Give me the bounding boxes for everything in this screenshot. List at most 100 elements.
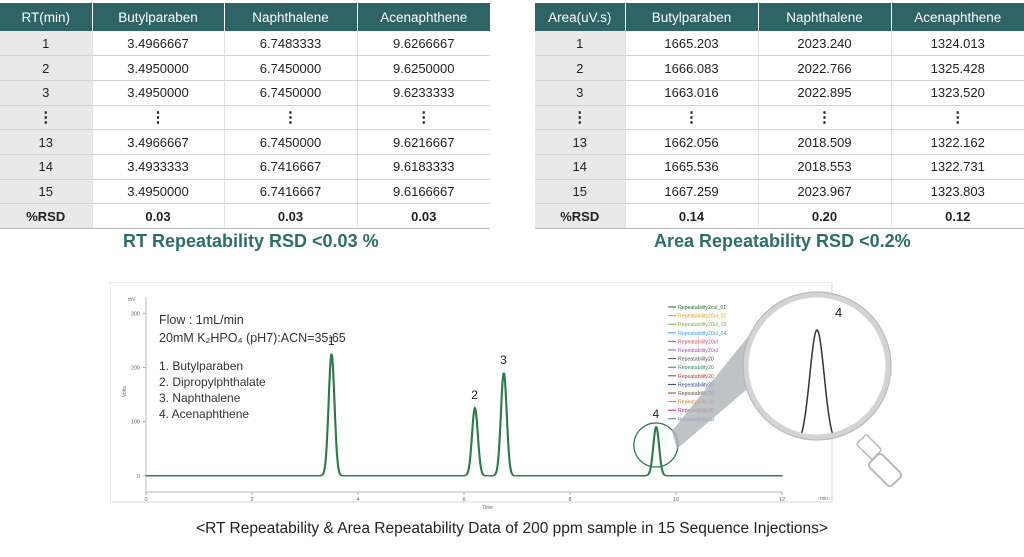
area-cell: ⋮ [625,105,759,131]
conditions-text: Flow : 1mL/min 20mM K₂HPO₄ (pH7):ACN=35:… [159,313,346,345]
x-tick-label: 12 [779,497,785,503]
legend-item: Repeatability20ul_03 [678,322,727,328]
rt-cell: 2 [0,55,93,81]
table-row: 3 3.4950000 6.7450000 9.6233333 [0,80,490,106]
rsd-value: 0.03 [224,203,358,229]
area-cell: 1665.536 [625,154,759,180]
table-row: 2 1666.083 2022.766 1325.428 [535,55,1024,81]
compound-item: 3. Naphthalene [159,391,241,405]
peak-label: 2 [471,388,478,402]
peak-label: 3 [500,353,507,367]
area-cell: 13 [535,129,626,155]
legend-item: Repeatability20 [678,357,714,363]
area-repeatability-title: Area Repeatability RSD <0.2% [654,231,911,251]
rsd-value: 0.03 [92,203,225,229]
legend-item: Repeatability20ul_02 [678,314,727,320]
x-tick-label: 8 [568,497,571,503]
x-tick-label: 4 [356,497,359,503]
area-cell: 1322.731 [891,154,1024,180]
area-cell: 1665.203 [625,31,759,57]
figure-caption: <RT Repeatability & Area Repeatability D… [196,520,828,537]
compound-list: 1. Butylparaben 2. Dipropylphthalate 3. … [159,359,266,421]
rt-cell: 6.7450000 [224,55,358,81]
peak-label: 4 [653,407,660,421]
rt-table-header: RT(min) Butylparaben Naphthalene Acenaph… [0,3,490,31]
table-row: 2 3.4950000 6.7450000 9.6250000 [0,55,490,81]
x-tick-label: 10 [673,497,679,503]
area-cell: 2 [535,55,626,81]
y-tick-label: 200 [131,365,140,371]
legend-item: Repeatability20ul [678,348,718,354]
rt-cell: 3.4966667 [92,31,225,57]
rt-cell: 13 [0,129,93,155]
rt-cell: ⋮ [357,105,490,131]
compound-item: 1. Butylparaben [159,359,243,373]
rt-cell: 9.6166667 [357,179,490,205]
area-table: Area(uV.s) Butylparaben Naphthalene Acen… [535,3,1024,229]
rsd-value: 0.03 [357,203,490,229]
rt-cell: 6.7416667 [224,179,358,205]
legend-item: Repeatability20ul_04 [678,331,727,337]
y-unit-label: mV [128,297,136,303]
area-col-header: Butylparaben [625,3,759,31]
y-axis-title: Volts [122,386,128,397]
area-cell: 1662.056 [625,129,759,155]
rt-cell: 3.4950000 [92,80,225,106]
area-cell: 2018.553 [758,154,892,180]
peak-label: 1 [328,334,335,348]
rt-cell: 6.7483333 [224,31,358,57]
area-col-header: Acenaphthene [891,3,1024,31]
area-table-header: Area(uV.s) Butylparaben Naphthalene Acen… [535,3,1024,31]
y-tick-label: 100 [131,420,140,426]
legend-item: Repeatability20 [678,374,714,380]
x-tick-label: 6 [462,497,465,503]
zoom-trace [757,329,877,437]
table-row: 13 1662.056 2018.509 1322.162 [535,129,1024,155]
rt-cell: ⋮ [0,105,93,131]
area-cell: 14 [535,154,626,180]
rt-col-header: Acenaphthene [357,3,490,31]
rsd-row: %RSD 0.03 0.03 0.03 [0,203,490,229]
area-cell: 1323.803 [891,179,1024,205]
area-cell: 1667.259 [625,179,759,205]
y-tick-label: 0 [137,474,140,480]
table-row: 13 3.4966667 6.7450000 9.6216667 [0,129,490,155]
area-cell: 1325.428 [891,55,1024,81]
area-cell: 1322.162 [891,129,1024,155]
area-cell: 1324.013 [891,31,1024,57]
zoom-peak-label: 4 [835,305,842,320]
rsd-value: 0.14 [625,203,759,229]
compound-item: 2. Dipropylphthalate [159,375,266,389]
rsd-value: 0.20 [758,203,892,229]
rt-cell: 3 [0,80,93,106]
table-row: 14 1665.536 2018.553 1322.731 [535,154,1024,180]
condition-flow: Flow : 1mL/min [159,313,244,327]
rt-cell: 6.7450000 [224,80,358,106]
rt-cell: 3.4950000 [92,55,225,81]
table-row: 15 3.4950000 6.7416667 9.6166667 [0,179,490,205]
area-cell: 3 [535,80,626,106]
rt-cell: ⋮ [92,105,225,131]
area-cell: 2023.240 [758,31,892,57]
table-row: 1 1665.203 2023.240 1324.013 [535,31,1024,57]
area-cell: 1323.520 [891,80,1024,106]
legend-item: Repeatability20ul [678,339,718,345]
rt-cell: 6.7450000 [224,129,358,155]
area-cell: 2018.509 [758,129,892,155]
rt-cell: 1 [0,31,93,57]
rt-cell: 9.6250000 [357,55,490,81]
rt-col-header: Naphthalene [224,3,358,31]
table-row: 3 1663.016 2022.895 1323.520 [535,80,1024,106]
area-cell: 15 [535,179,626,205]
rt-cell: ⋮ [224,105,358,131]
rt-cell: 15 [0,179,93,205]
area-cell: 1 [535,31,626,57]
legend-item: Repeatability20 [678,382,714,388]
area-cell: ⋮ [535,105,626,131]
area-cell: ⋮ [758,105,892,131]
area-cell: ⋮ [891,105,1024,131]
table-row: 15 1667.259 2023.967 1323.803 [535,179,1024,205]
x-unit-label: min [820,496,828,502]
area-col-header: Area(uV.s) [535,3,626,31]
rt-cell: 9.6183333 [357,154,490,180]
